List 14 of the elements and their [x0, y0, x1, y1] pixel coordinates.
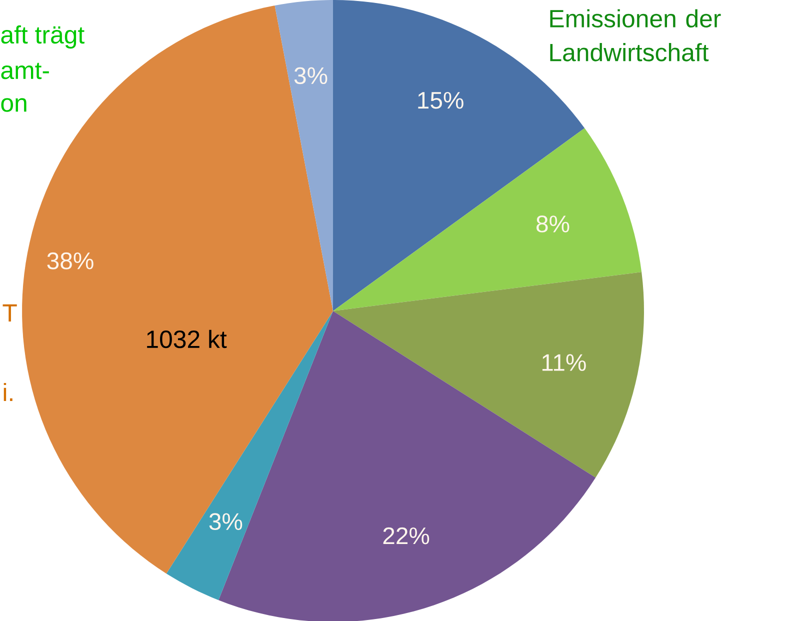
text: T — [2, 304, 17, 322]
data-label: 3% — [294, 67, 328, 84]
data-label: 8% — [536, 216, 570, 232]
data-label: 38% — [47, 252, 94, 270]
data-label: 3% — [209, 513, 242, 530]
text: 1032 kt — [147, 330, 227, 348]
data-label: 15% — [418, 92, 464, 109]
text: amt- — [1, 62, 49, 80]
data-label: 22% — [383, 527, 430, 544]
text: i. — [4, 382, 12, 402]
text: Emissionen der Landwirtschaft — [550, 9, 721, 62]
text: aft trägt — [1, 25, 84, 49]
data-label: 11% — [542, 354, 586, 371]
text: on — [1, 98, 26, 112]
